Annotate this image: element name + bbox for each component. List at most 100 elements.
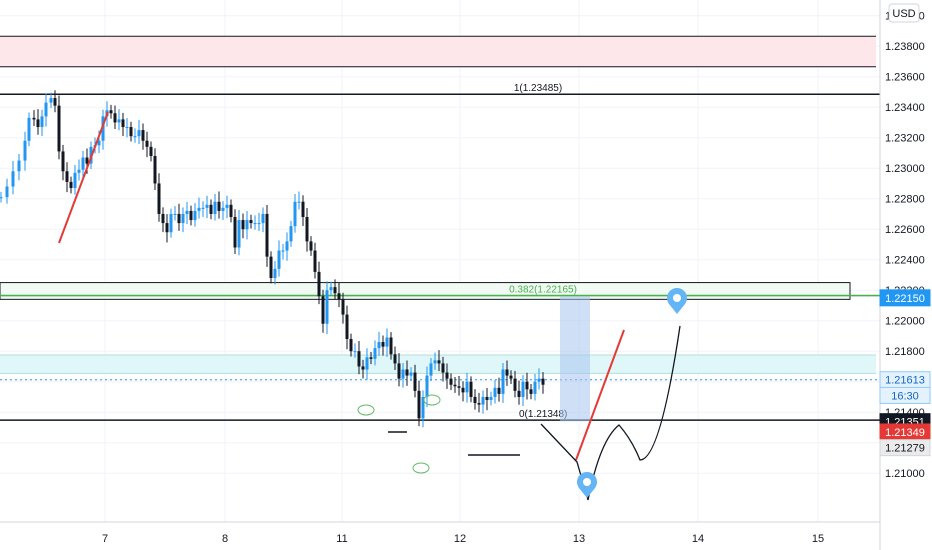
candle-body xyxy=(325,290,329,324)
candle-body xyxy=(23,140,27,161)
candle-body xyxy=(469,381,473,397)
candle-body xyxy=(169,213,173,233)
candle-body xyxy=(233,217,237,248)
time-tick-label: 15 xyxy=(812,533,824,545)
candle-body xyxy=(413,372,417,391)
candle-body xyxy=(317,271,321,297)
price-label-text: 1.21279 xyxy=(885,443,925,455)
pivot-circle xyxy=(412,462,430,474)
currency-button[interactable]: USD xyxy=(888,3,920,23)
candle-body xyxy=(53,98,57,106)
candle-body xyxy=(321,296,325,324)
candle-body xyxy=(453,384,457,387)
price-label-tag xyxy=(879,386,931,404)
candle-body xyxy=(365,357,369,370)
candle-body xyxy=(361,366,365,370)
candle-body xyxy=(421,396,425,419)
price-label-text: 1.21613 xyxy=(885,375,925,387)
candle-body xyxy=(65,171,69,182)
target-pin-icon-dot xyxy=(673,294,681,302)
candle-body xyxy=(209,204,213,214)
candle-body xyxy=(509,375,513,379)
candle-body xyxy=(257,223,261,225)
candle-body xyxy=(185,210,189,214)
candle-body xyxy=(457,386,461,388)
candle-body xyxy=(337,293,341,300)
price-label-tag xyxy=(879,439,931,457)
candle-body xyxy=(217,201,221,211)
projection-path xyxy=(540,325,681,501)
candle-body xyxy=(345,314,349,339)
candle-body xyxy=(221,207,225,211)
candle-body xyxy=(189,210,193,221)
candle-body xyxy=(305,217,309,242)
candle-body xyxy=(489,396,493,400)
candle-body xyxy=(205,204,209,208)
candle-body xyxy=(109,110,113,114)
demand-zone xyxy=(0,355,876,374)
candle-body xyxy=(125,127,129,129)
candle-body xyxy=(173,213,177,215)
price-label-text: 16:30 xyxy=(891,390,919,402)
candle-body xyxy=(369,357,373,359)
candle-body xyxy=(401,369,405,379)
candle-body xyxy=(529,389,533,394)
zones xyxy=(0,35,876,374)
candle-body xyxy=(141,130,145,141)
candle-body xyxy=(313,250,317,272)
candle-body xyxy=(193,210,197,221)
trend-line-up xyxy=(58,111,109,244)
price-tick-label: 1.23000 xyxy=(885,163,925,175)
candle-body xyxy=(32,117,36,120)
price-tick-label: 1.23600 xyxy=(885,72,925,84)
candle-body xyxy=(297,201,301,203)
candle-body xyxy=(389,337,393,355)
candle-body xyxy=(293,201,297,227)
candle-body xyxy=(69,181,73,189)
candle-body xyxy=(429,363,433,376)
candle-body xyxy=(237,220,241,248)
pivot-circle xyxy=(357,404,375,416)
price-axis[interactable]: 1.240001.238001.236001.234001.232001.230… xyxy=(879,0,925,550)
currency-button-frame[interactable] xyxy=(888,3,920,23)
candle-body xyxy=(165,223,169,233)
candle-body xyxy=(393,354,397,364)
candle-body xyxy=(349,339,353,352)
candle-body xyxy=(437,360,441,364)
candle-body xyxy=(281,250,285,252)
time-axis[interactable]: 7 8 11 12 13 14 15 xyxy=(0,521,880,545)
price-tick-label: 1.23200 xyxy=(885,133,925,145)
candle-body xyxy=(133,136,137,138)
price-tick-label: 1.22600 xyxy=(885,224,925,236)
levels: 1(1.23485) 0.382(1.22165) 0(1.21348) xyxy=(0,83,880,421)
entry-pin-icon-dot xyxy=(583,478,591,486)
candle-body xyxy=(445,372,449,379)
candle-body xyxy=(433,360,437,364)
candle-body xyxy=(541,378,545,385)
candle-body xyxy=(113,113,117,123)
candle-body xyxy=(261,213,265,224)
candle-body xyxy=(0,197,3,199)
candle-body xyxy=(473,396,477,404)
time-tick-label: 7 xyxy=(102,533,108,545)
candle-body xyxy=(449,378,453,385)
currency-button-label[interactable]: USD xyxy=(892,8,915,20)
candle-body xyxy=(461,387,465,393)
candle-body xyxy=(385,337,389,347)
candle-body xyxy=(409,372,413,376)
candle-body xyxy=(309,241,313,251)
candle-body xyxy=(533,381,537,394)
candle-body xyxy=(181,213,185,224)
time-tick-label: 12 xyxy=(454,533,466,545)
candle-body xyxy=(477,403,481,405)
candle-body xyxy=(57,105,61,152)
candle-body xyxy=(333,287,337,294)
time-tick-label: 8 xyxy=(222,533,228,545)
candle-body xyxy=(145,140,149,147)
price-label-tag xyxy=(879,289,931,307)
price-tick-label: 1.22800 xyxy=(885,194,925,206)
candle-body xyxy=(377,342,381,349)
candle-body xyxy=(225,204,229,208)
candle-body xyxy=(357,351,361,367)
